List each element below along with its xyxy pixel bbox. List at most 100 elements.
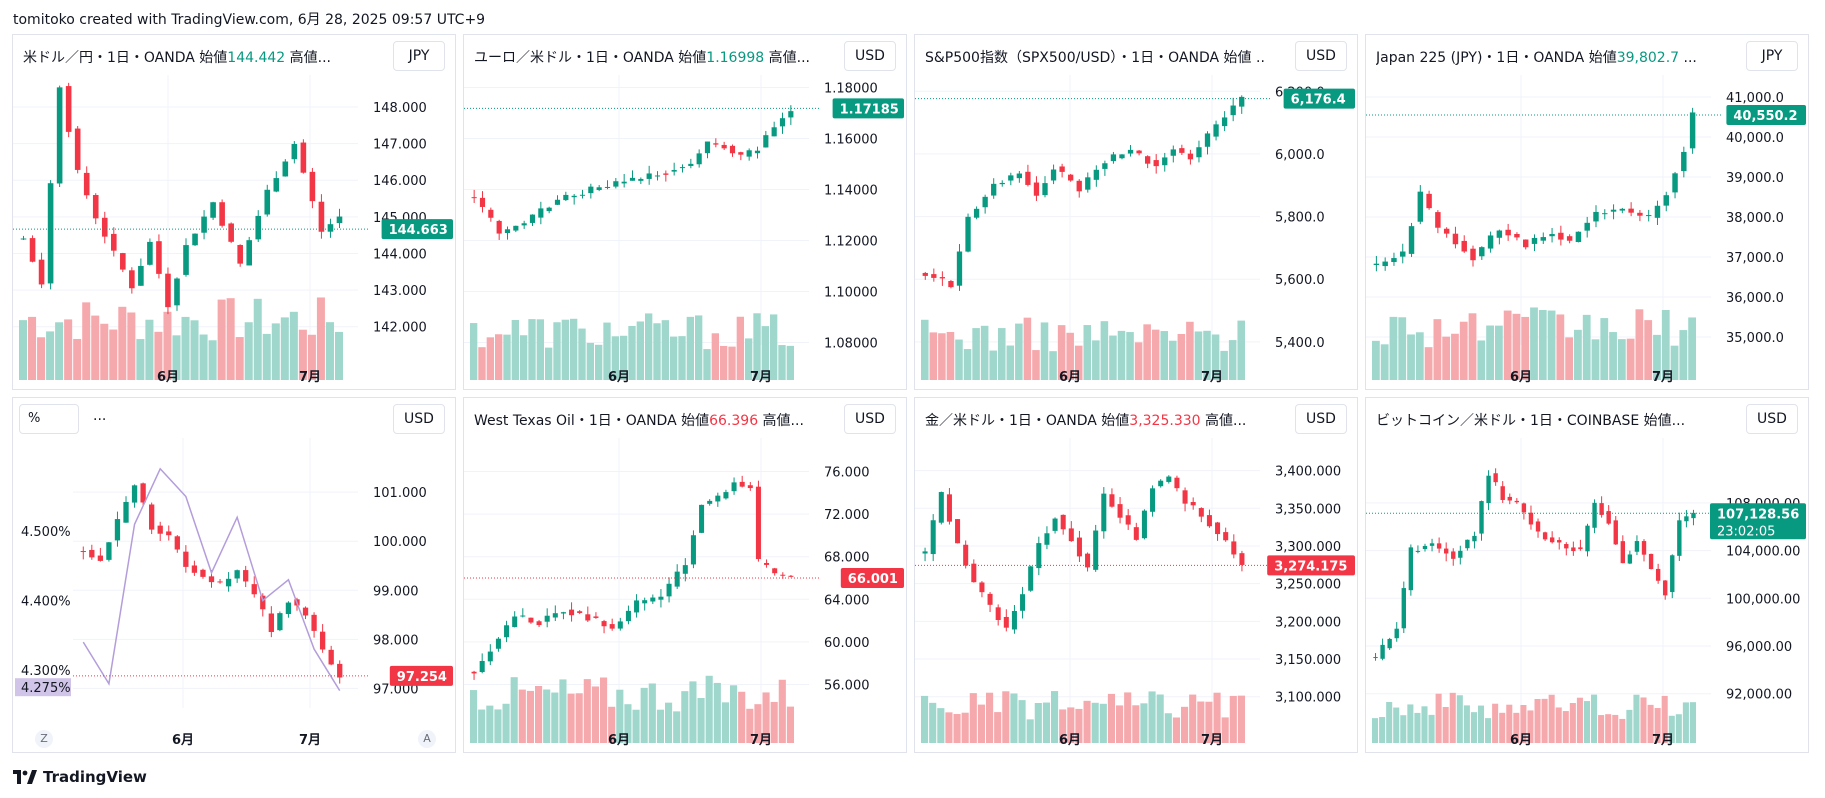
volume-bar — [1682, 702, 1689, 743]
candle — [114, 519, 121, 541]
volume-bar — [127, 312, 136, 380]
candle — [282, 161, 289, 177]
open-value: 1.16998 — [706, 50, 765, 66]
candle — [754, 150, 761, 154]
chart-panel-xauusd[interactable]: 3,400.000 3,350.000 3,300.000 3,250.000 3,20… — [914, 397, 1358, 753]
candle — [83, 172, 90, 196]
y-axis-tick-label: 37,000.0 — [1726, 251, 1784, 266]
currency-button[interactable]: USD — [844, 41, 896, 71]
volume-bar — [665, 702, 673, 743]
symbol-title[interactable]: West Texas Oil・1日・OANDA 始値66.396 高値... — [474, 410, 814, 430]
symbol-title[interactable]: 金／米ドル・1日・OANDA 始値3,325.330 高値... — [925, 410, 1265, 430]
symbol-title[interactable]: Japan 225 (JPY)・1日・OANDA 始値39,802.7 ... — [1376, 47, 1716, 67]
candle — [156, 241, 162, 274]
volume-bar — [172, 335, 181, 380]
candle — [174, 278, 180, 306]
volume-bar — [608, 706, 616, 743]
volume-bar — [1181, 706, 1189, 743]
candle — [1230, 105, 1236, 116]
currency-button[interactable]: USD — [1746, 404, 1798, 434]
candle — [1158, 480, 1164, 487]
volume-bar — [770, 314, 778, 380]
candle — [1052, 518, 1058, 531]
chart-svg-spx500[interactable]: 6,200.06,000.05,800.05,600.05,400.06月7月6… — [915, 35, 1358, 390]
zoom-button[interactable]: Z — [35, 730, 53, 748]
candle — [1465, 539, 1470, 549]
candle — [1500, 486, 1505, 500]
candle — [1558, 232, 1564, 240]
candle — [1479, 501, 1484, 534]
volume-bar — [616, 689, 624, 743]
candle — [638, 178, 644, 181]
volume-bar — [1468, 313, 1477, 380]
chart-svg-wti[interactable]: 76.000 72.000 68.000 64.000 60.000 56.000 6月 7月… — [464, 398, 907, 753]
candle — [788, 575, 794, 577]
currency-button[interactable]: USD — [844, 404, 896, 434]
candle — [1426, 193, 1432, 209]
volume-bar — [1211, 334, 1220, 380]
candle — [1549, 234, 1555, 237]
candle — [165, 273, 171, 308]
volume-bar — [1002, 691, 1010, 743]
chart-svg-us10y[interactable]: 4.500% 4.400% 4.300% 4.275% 101.000 100.000 99… — [13, 398, 456, 753]
candle — [569, 609, 575, 616]
currency-button[interactable]: USD — [393, 404, 445, 434]
chart-panel-eurusd[interactable]: 1.18000 1.16000 1.14000 1.12000 1.10000 1.080… — [463, 34, 907, 390]
volume-bar — [1205, 701, 1213, 743]
currency-button[interactable]: USD — [1295, 41, 1347, 71]
candle — [336, 216, 343, 224]
last-price-label: 3,274.175 — [1274, 559, 1347, 574]
symbol-title[interactable]: 米ドル／円・1日・OANDA 始値144.442 高値... — [23, 47, 363, 67]
chart-svg-xauusd[interactable]: 3,400.000 3,350.000 3,300.000 3,250.000 3,20… — [915, 398, 1358, 753]
candle — [1584, 222, 1590, 231]
volume-bar — [1189, 694, 1197, 743]
candle — [89, 549, 95, 558]
volume-bar — [28, 316, 37, 380]
candle — [771, 127, 777, 137]
candle — [251, 584, 257, 595]
volume-bar — [711, 333, 719, 380]
volume-bar — [82, 302, 91, 380]
volume-bar — [1530, 307, 1538, 380]
currency-button[interactable]: JPY — [1746, 41, 1798, 71]
candle — [1221, 117, 1228, 127]
chart-svg-jp225[interactable]: 41,000.0 40,000.0 39,000.0 38,000.0 37,000.0… — [1366, 35, 1809, 390]
candle — [666, 583, 672, 597]
volume-bar — [961, 712, 969, 743]
scale-mode-pill[interactable]: % — [19, 404, 79, 434]
currency-button[interactable]: USD — [1295, 404, 1347, 434]
volume-bar — [1026, 719, 1034, 743]
chart-panel-us10y[interactable]: 4.500% 4.400% 4.300% 4.275% 101.000 100.000 99… — [12, 397, 456, 753]
symbol-title[interactable]: ... — [93, 408, 107, 424]
candle — [671, 169, 677, 172]
chart-svg-btcusd[interactable]: 108,000.00104,000.00100,000.0096,000.009… — [1366, 398, 1809, 753]
chart-panel-usdjpy[interactable]: 148.000 147.000 146.000 145.000 144.000 143.0… — [12, 34, 456, 390]
volume-bar — [1203, 330, 1211, 380]
volume-bar — [697, 698, 705, 743]
volume-bar — [591, 686, 599, 743]
candle — [1408, 226, 1415, 254]
candle — [38, 259, 45, 285]
chart-svg-usdjpy[interactable]: 148.000147.000146.000145.000144.000143.0… — [13, 35, 456, 390]
volume-bar — [753, 313, 761, 380]
chart-svg-eurusd[interactable]: 1.18000 1.16000 1.14000 1.12000 1.10000 1.080… — [464, 35, 907, 390]
volume-bar — [1186, 321, 1194, 380]
volume-bar — [1513, 712, 1520, 743]
volume-bar — [518, 689, 526, 743]
chart-panel-btcusd[interactable]: 108,000.00104,000.00100,000.0096,000.009… — [1365, 397, 1809, 753]
volume-bar — [1670, 345, 1679, 380]
symbol-title[interactable]: ビットコイン／米ドル・1日・COINBASE 始値... — [1376, 410, 1716, 430]
volume-bar — [1512, 313, 1521, 380]
footer-brand[interactable]: TradingView — [13, 768, 147, 786]
symbol-title[interactable]: ユーロ／米ドル・1日・OANDA 始値1.16998 高値... — [474, 47, 814, 67]
x-axis-tick-label: 7月 — [1652, 733, 1674, 748]
candle — [956, 251, 963, 286]
currency-button[interactable]: JPY — [393, 41, 445, 71]
candle — [1109, 494, 1115, 507]
symbol-title[interactable]: S&P500指数（SPX500/USD）・1日・OANDA 始値 ... — [925, 47, 1265, 67]
auto-scale-button[interactable]: A — [418, 730, 436, 748]
chart-panel-jp225[interactable]: 41,000.0 40,000.0 39,000.0 38,000.0 37,000.0… — [1365, 34, 1809, 390]
candle — [634, 600, 640, 613]
chart-panel-spx500[interactable]: 6,200.06,000.05,800.05,600.05,400.06月7月6… — [914, 34, 1358, 390]
chart-panel-wti[interactable]: 76.000 72.000 68.000 64.000 60.000 56.000 6月 7月… — [463, 397, 907, 753]
